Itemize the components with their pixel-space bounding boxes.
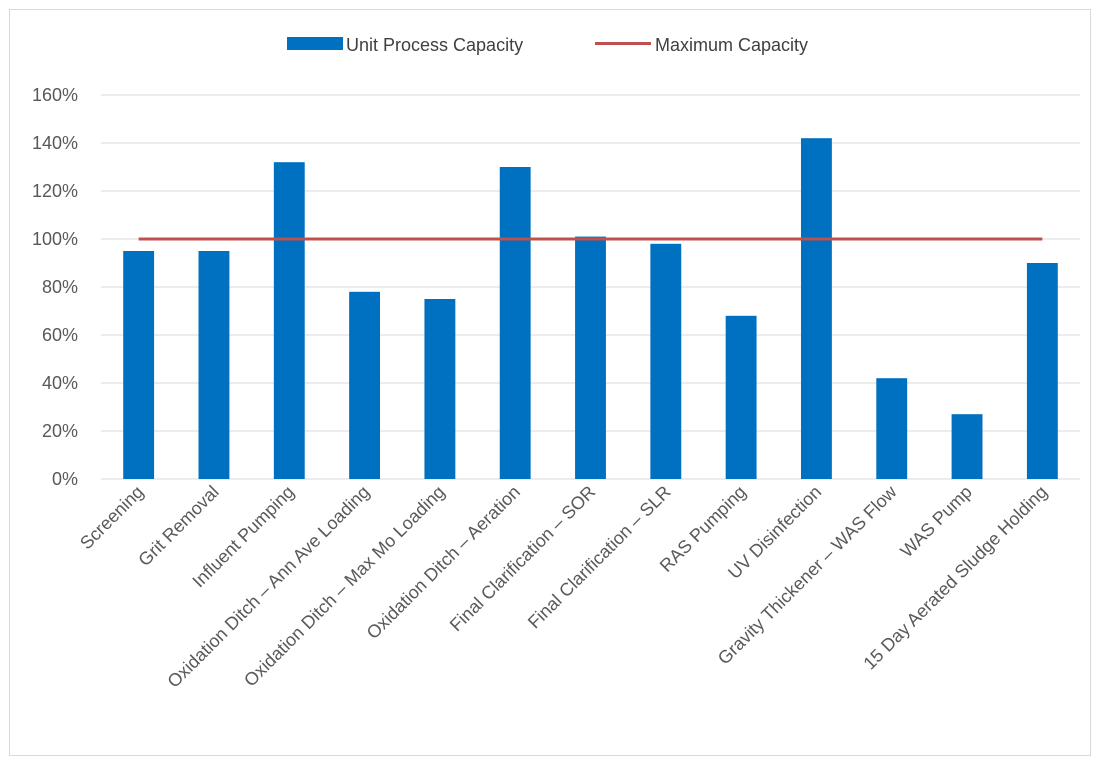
bar-series bbox=[123, 138, 1058, 479]
x-tick-label: Oxidation Ditch – Aeration bbox=[363, 482, 524, 643]
x-tick-label: Final Clarification – SLR bbox=[524, 482, 675, 633]
bar bbox=[499, 167, 531, 479]
y-tick-label: 20% bbox=[42, 421, 78, 441]
bar bbox=[800, 138, 832, 479]
y-tick-label: 140% bbox=[32, 133, 78, 153]
legend-label-maximum-capacity: Maximum Capacity bbox=[655, 35, 808, 55]
y-tick-label: 120% bbox=[32, 181, 78, 201]
bar bbox=[123, 251, 155, 479]
x-tick-label: WAS Pump bbox=[896, 482, 975, 561]
bar bbox=[1026, 263, 1058, 479]
bar bbox=[650, 243, 682, 479]
bar bbox=[198, 251, 230, 479]
y-tick-label: 40% bbox=[42, 373, 78, 393]
y-tick-label: 80% bbox=[42, 277, 78, 297]
legend-label-unit-process-capacity: Unit Process Capacity bbox=[346, 35, 523, 55]
legend: Unit Process Capacity Maximum Capacity bbox=[287, 35, 808, 55]
y-tick-label: 160% bbox=[32, 85, 78, 105]
bar bbox=[424, 299, 456, 479]
bar bbox=[349, 291, 381, 479]
x-tick-label: Final Clarification – SOR bbox=[446, 482, 599, 635]
y-axis-tick-labels: 0% 20% 40% 60% 80% 100% 120% 140% 160% bbox=[32, 85, 78, 489]
bar bbox=[951, 414, 983, 479]
bar bbox=[876, 378, 908, 479]
bar bbox=[725, 315, 757, 479]
y-tick-label: 0% bbox=[52, 469, 78, 489]
y-tick-label: 60% bbox=[42, 325, 78, 345]
y-tick-label: 100% bbox=[32, 229, 78, 249]
x-tick-label: Screening bbox=[76, 482, 147, 553]
bar bbox=[575, 236, 606, 479]
legend-swatch-unit-process-capacity bbox=[287, 37, 343, 50]
bar bbox=[273, 162, 305, 479]
